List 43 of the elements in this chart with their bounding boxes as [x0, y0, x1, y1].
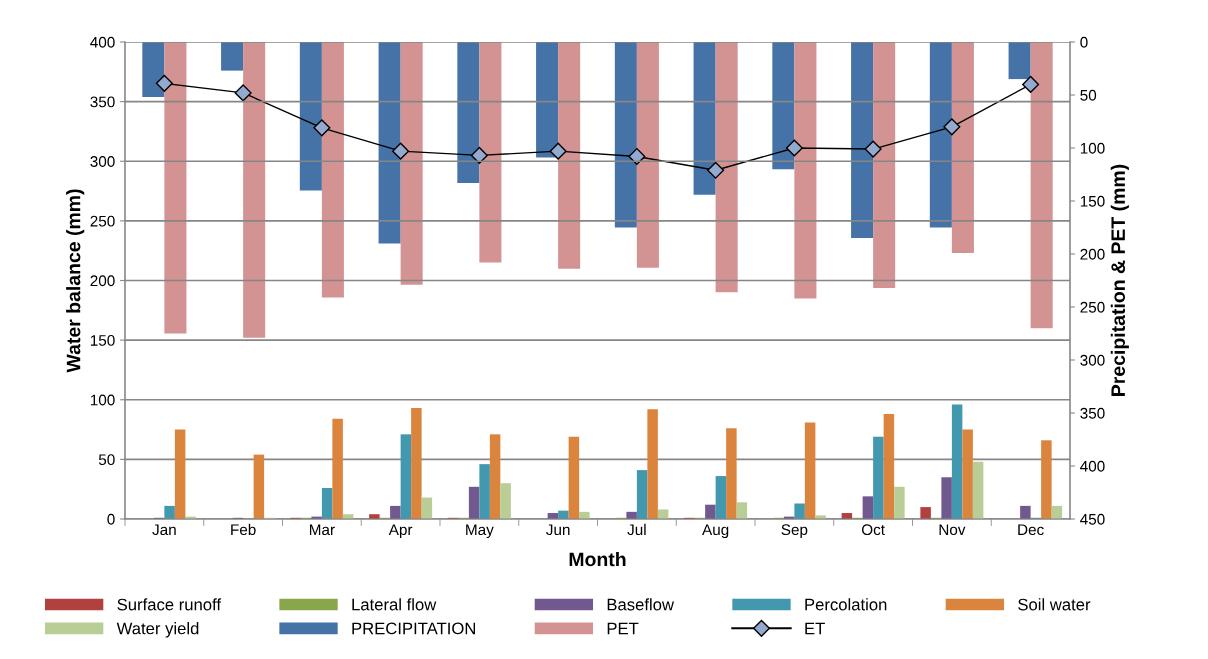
- y2-tick-label: 50: [1080, 89, 1097, 101]
- legend-label: Soil water: [1018, 598, 1091, 611]
- x-tick-label: Jun: [546, 524, 570, 536]
- y-tick-label: 350: [90, 96, 115, 108]
- legend-label: Water yield: [116, 622, 199, 638]
- y2-tick-label: 300: [1080, 354, 1105, 366]
- y2-tick-label: 250: [1080, 301, 1105, 313]
- y2-axis-title: Precipitation & PET (mm): [1110, 164, 1129, 396]
- legend-label: PRECIPITATION: [352, 622, 476, 635]
- x-tick-label: Sep: [781, 524, 808, 539]
- legend-label: Surface runoff: [117, 598, 222, 611]
- y2-tick-label: 100: [1080, 142, 1105, 154]
- y-tick-label: 50: [98, 454, 115, 466]
- y-tick-label: 100: [90, 394, 115, 406]
- legend-label: ET: [805, 622, 825, 635]
- y-tick-label: 0: [107, 513, 115, 525]
- x-tick-label: Aug: [702, 524, 729, 539]
- x-tick-label: Nov: [939, 524, 966, 536]
- y-tick-label: 400: [90, 36, 115, 48]
- legend-label: Percolation: [805, 598, 887, 611]
- x-tick-label: Mar: [309, 524, 335, 536]
- x-tick-label: Dec: [1018, 524, 1044, 536]
- x-axis-title: Month: [569, 551, 626, 567]
- y2-tick-label: 450: [1080, 513, 1105, 525]
- x-tick-label: Jan: [152, 524, 176, 536]
- legend-label: PET: [607, 622, 639, 635]
- y-tick-label: 250: [90, 215, 115, 227]
- x-tick-label: May: [466, 524, 494, 539]
- y-tick-label: 150: [90, 334, 115, 346]
- y2-tick-label: 350: [1080, 407, 1105, 419]
- x-tick-label: Jul: [627, 523, 646, 536]
- x-tick-label: Oct: [861, 524, 885, 536]
- y2-tick-label: 400: [1080, 460, 1105, 472]
- y-tick-label: 200: [90, 275, 115, 287]
- x-tick-label: Feb: [231, 523, 256, 536]
- legend-label: Lateral flow: [352, 598, 437, 611]
- y-tick-label: 300: [90, 156, 115, 167]
- y2-tick-label: 0: [1080, 36, 1088, 48]
- y2-tick-label: 200: [1080, 248, 1105, 260]
- y2-tick-label: 150: [1080, 195, 1105, 207]
- x-tick-label: Apr: [388, 524, 413, 539]
- y-axis-title: Water balance (mm): [66, 189, 85, 373]
- legend-label: Baseflow: [607, 598, 675, 611]
